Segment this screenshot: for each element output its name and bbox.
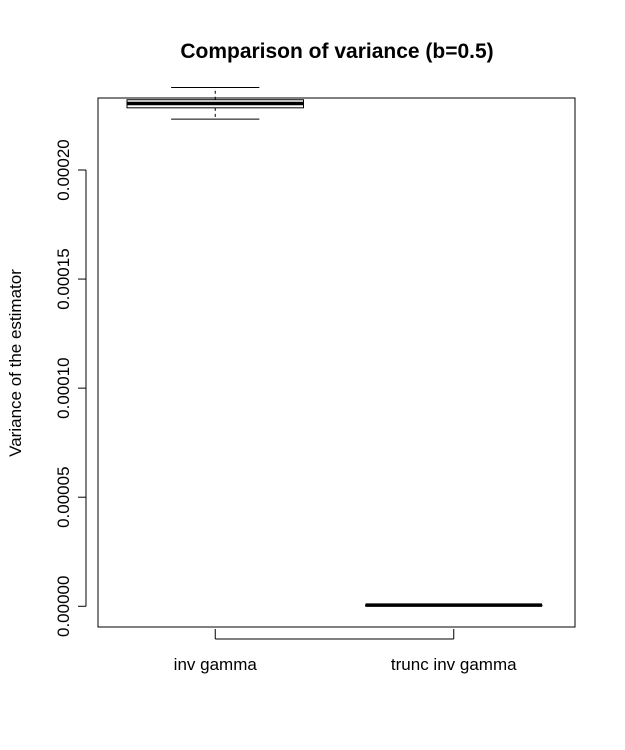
y-axis: 0.00000 0.00005 0.00010 0.00015 0.00020: [54, 139, 87, 637]
box-trunc-inv-gamma: [365, 603, 543, 607]
x-axis: inv gamma trunc inv gamma: [174, 629, 517, 674]
y-tick-label: 0.00020: [54, 139, 73, 200]
x-tick-label: trunc inv gamma: [391, 655, 517, 674]
box-inv-gamma: [126, 87, 304, 120]
y-tick-label: 0.00005: [54, 466, 73, 527]
x-tick-label: inv gamma: [174, 655, 258, 674]
box-group: [126, 87, 543, 607]
y-tick-label: 0.00015: [54, 248, 73, 309]
chart-title: Comparison of variance (b=0.5): [180, 40, 493, 63]
y-tick-label: 0.00010: [54, 357, 73, 418]
y-tick-label: 0.00000: [54, 576, 73, 637]
y-axis-label: Variance of the estimator: [6, 269, 25, 457]
plot-frame: [97, 97, 576, 628]
